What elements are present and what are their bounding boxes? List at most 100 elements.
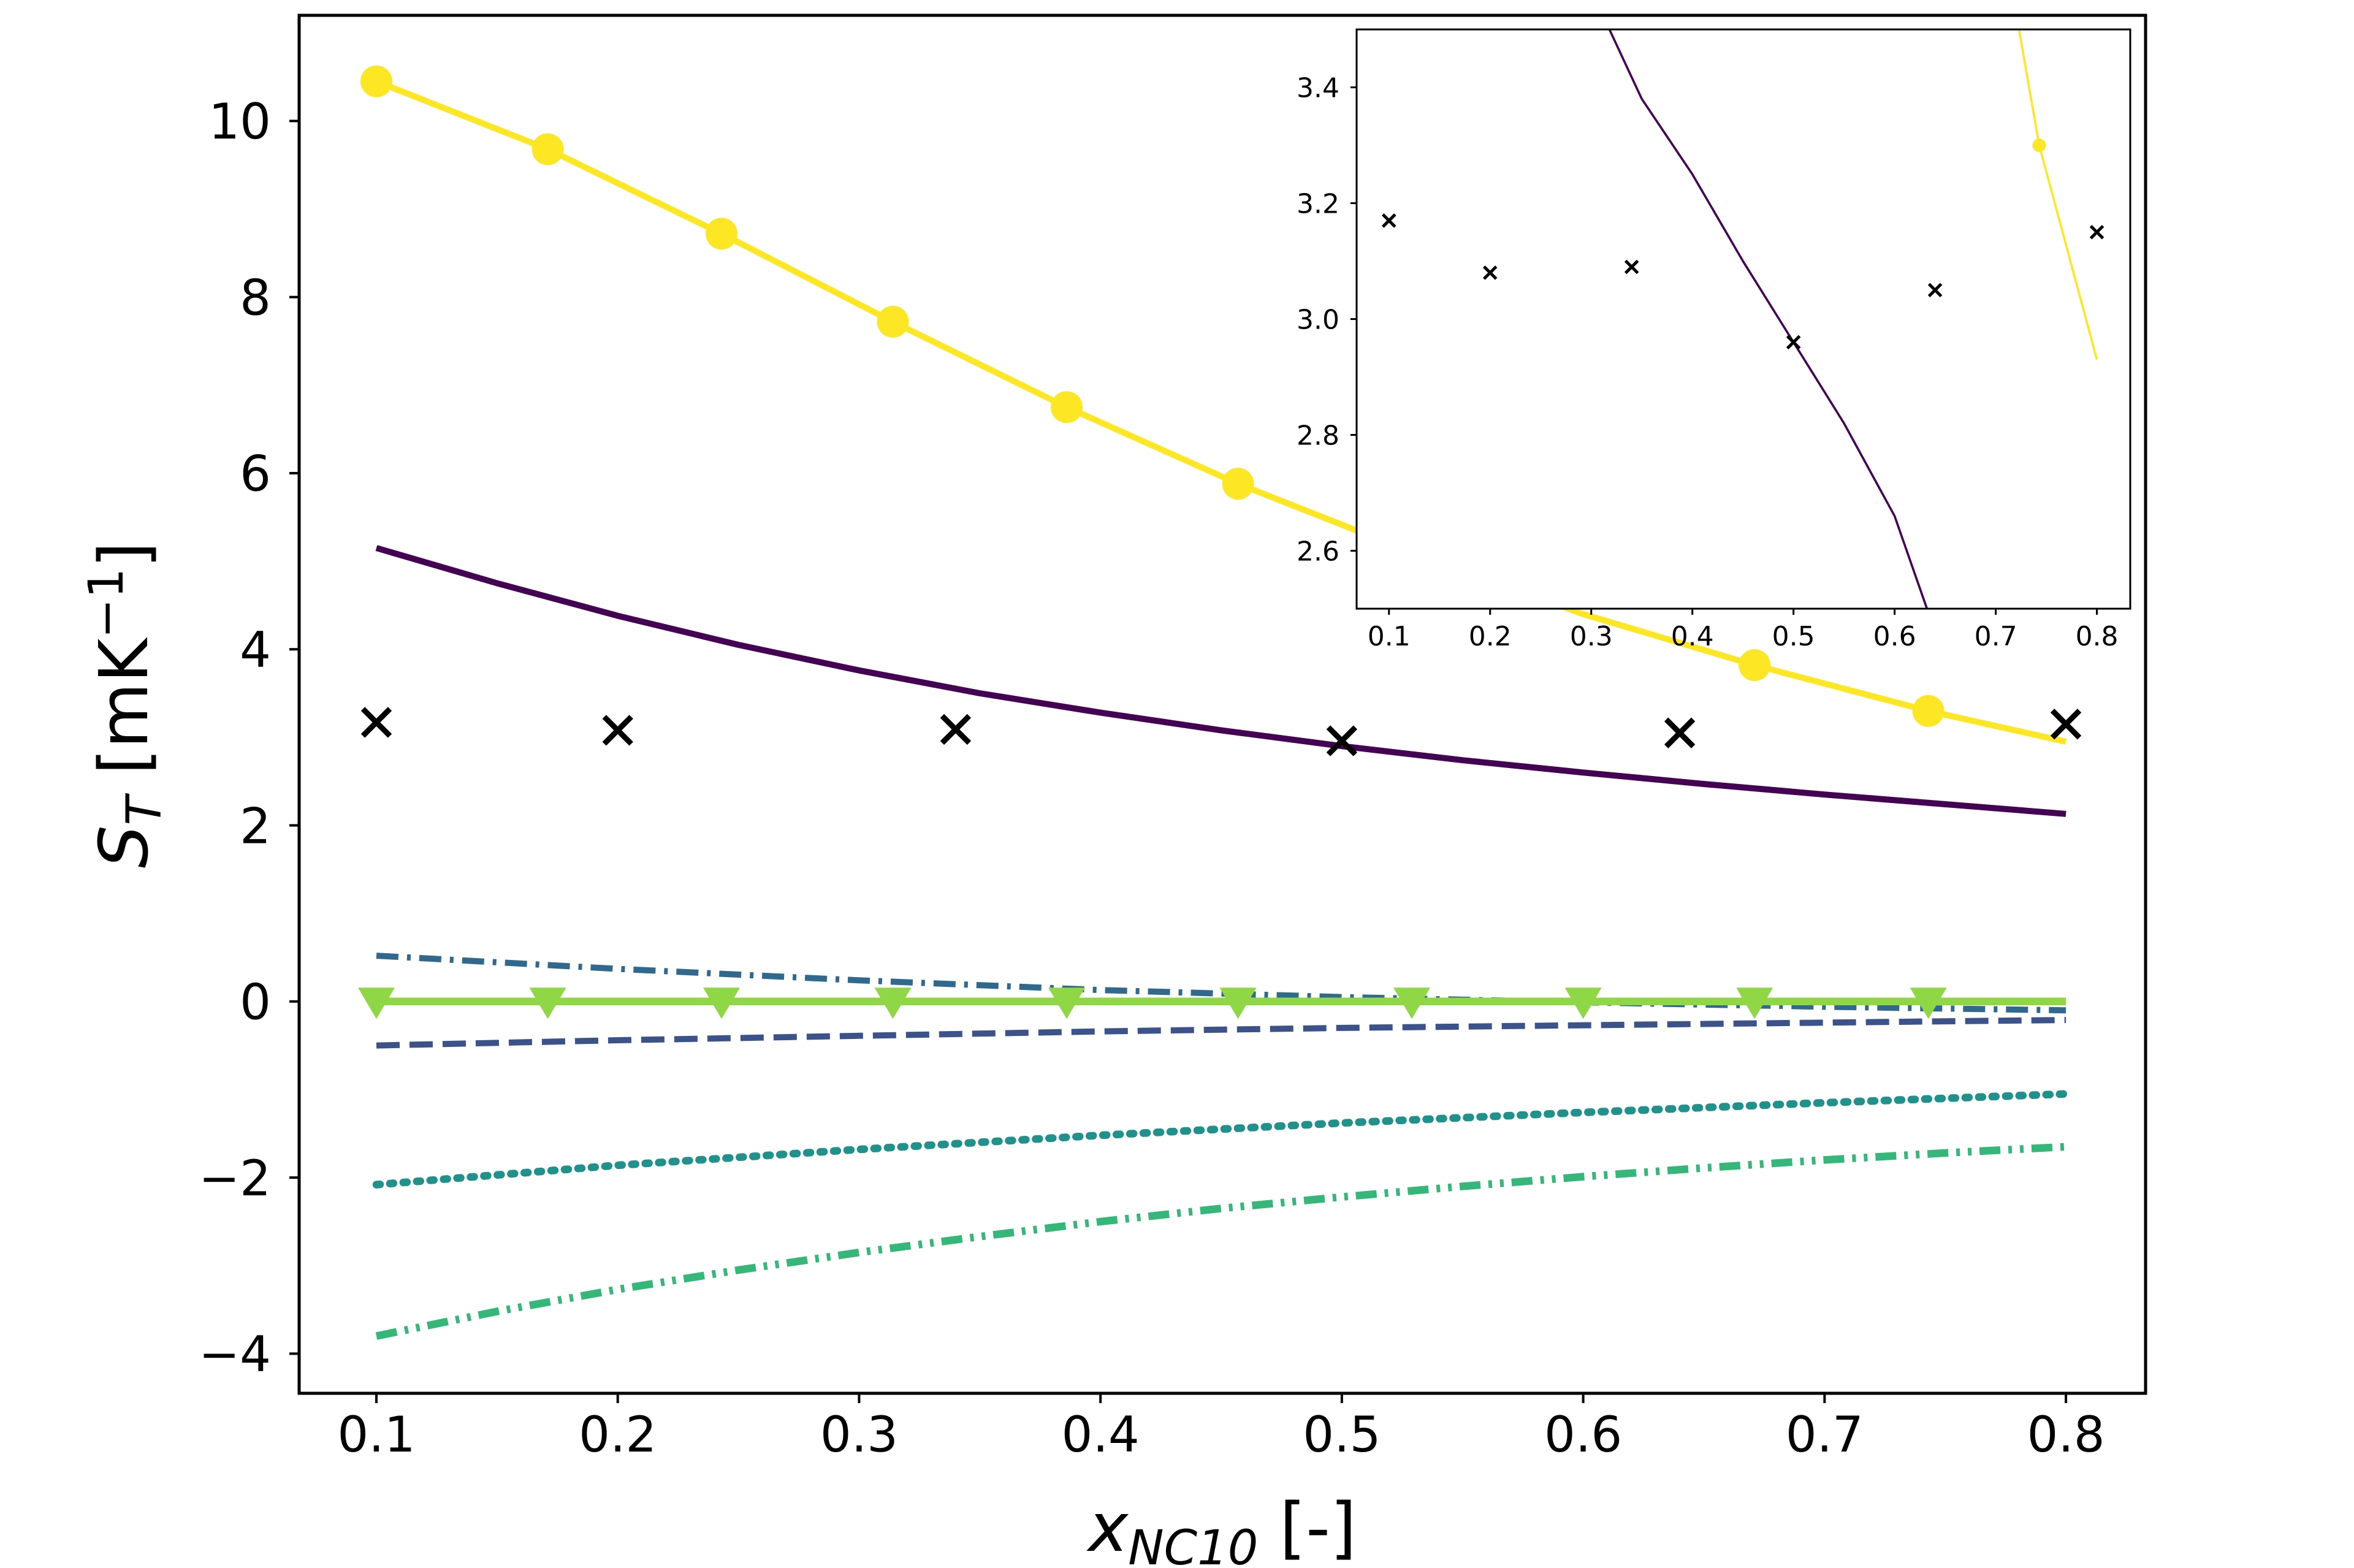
x-axis-label-subscript: NC10	[1128, 1521, 1258, 1568]
x-axis-label-suffix: [-]	[1258, 1488, 1357, 1567]
main-y-axis: −4 −2 0 2 4 6 8 10	[199, 93, 299, 1383]
main-x-tick-label: 0.6	[1544, 1406, 1622, 1463]
main-x-marker-stroke	[602, 715, 633, 746]
main-series-line	[376, 1017, 2066, 1049]
main-y-tick-label: 6	[240, 446, 271, 503]
main-x-axis: 0.1 0.2 0.3 0.4 0.5 0.6 0.7 0.8	[337, 1393, 2105, 1463]
main-circle-marker	[877, 305, 909, 338]
inset-plot-area	[1357, 29, 2130, 609]
inset-x-tick-label: 0.7	[1975, 621, 2017, 652]
main-triangle-marker	[1219, 988, 1257, 1019]
main-x-marker-stroke	[360, 707, 392, 738]
inset-x-marker-stroke	[1482, 265, 1498, 280]
main-triangle-marker	[1048, 988, 1086, 1019]
inset-x-tick-label: 0.6	[1873, 621, 1916, 652]
main-x-marker	[602, 715, 633, 746]
main-x-marker-stroke	[940, 714, 972, 745]
main-x-marker	[940, 714, 972, 745]
inset-y-tick-label: 2.6	[1297, 536, 1339, 567]
main-y-tick-label: −2	[199, 1150, 271, 1207]
main-circle-marker	[1051, 391, 1083, 424]
y-axis-label-unit: [mK	[85, 637, 163, 796]
main-series-line	[375, 1143, 2066, 1340]
inset-x-marker-stroke	[1624, 259, 1639, 275]
main-circle-marker	[1912, 695, 1945, 727]
main-plot-frame	[297, 13, 2147, 1395]
main-series-line	[372, 1090, 2070, 1189]
main-series-1	[375, 545, 2066, 817]
main-triangle-marker	[357, 988, 395, 1019]
main-x-tick-label: 0.3	[820, 1406, 898, 1463]
main-x-tick-label: 0.5	[1303, 1406, 1381, 1463]
x-axis-label-base: x	[1086, 1488, 1129, 1567]
inset-plot: 0.1 0.2 0.3 0.4 0.5 0.6 0.7 0.8 2.6 2.8 3.0 3.2 3.4	[1297, 28, 2131, 652]
y-axis-label-unit-close: ]	[85, 542, 163, 568]
main-y-tick-label: 0	[240, 974, 271, 1031]
inset-y-tick-label: 3.4	[1297, 72, 1339, 104]
main-series-3	[376, 1017, 2066, 1049]
main-y-tick-label: 8	[240, 269, 271, 326]
inset-circle-marker	[2032, 139, 2046, 152]
inset-y-tick-label: 2.8	[1297, 420, 1339, 451]
main-x-tick-label: 0.1	[337, 1406, 415, 1463]
inset-series-1	[2017, 29, 2098, 360]
y-axis-label-subscript: T	[117, 793, 172, 825]
inset-y-tick-label: 3.2	[1297, 188, 1339, 219]
main-circle-marker	[360, 65, 392, 97]
main-series-6	[357, 988, 2066, 1019]
y-axis-label-superscript: −1	[79, 568, 134, 639]
main-circle-marker	[531, 133, 564, 166]
inset-series-0	[1608, 29, 1929, 609]
main-circle-marker	[706, 218, 738, 250]
inset-x-marker	[1382, 213, 1396, 228]
inset-x-marker	[1927, 283, 1943, 298]
main-series-0	[360, 65, 2067, 745]
main-circle-marker	[1222, 468, 1254, 500]
main-series-7	[360, 707, 2082, 756]
main-x-marker	[1664, 717, 1696, 748]
main-triangle-marker	[529, 988, 566, 1019]
inset-series-2	[1382, 213, 2105, 350]
main-x-tick-label: 0.7	[1786, 1406, 1864, 1463]
main-x-marker	[360, 707, 392, 738]
y-axis-label: ST [mK−1]	[79, 542, 172, 869]
main-series-line	[375, 545, 2066, 817]
main-y-tick-label: 4	[240, 622, 271, 679]
main-y-tick-label: −4	[199, 1326, 271, 1383]
inset-x-tick-label: 0.2	[1469, 621, 1512, 652]
main-series-layer	[357, 65, 2082, 1340]
inset-x-marker	[2089, 224, 2105, 240]
inset-series-line	[1608, 29, 1929, 609]
main-y-tick-label: 2	[240, 797, 271, 854]
inset-x-tick-label: 0.8	[2076, 621, 2119, 652]
inset-x-marker	[1786, 335, 1801, 350]
main-triangle-marker	[1393, 988, 1431, 1019]
main-circle-marker	[1739, 649, 1771, 682]
inset-x-marker	[1624, 259, 1639, 275]
main-triangle-marker	[1564, 988, 1602, 1019]
y-axis-label-base: S	[85, 825, 163, 868]
main-x-tick-label: 0.4	[1062, 1406, 1140, 1463]
main-x-tick-label: 0.8	[2027, 1406, 2105, 1463]
main-triangle-marker	[874, 988, 912, 1019]
inset-x-marker-stroke	[1382, 213, 1396, 228]
main-x-marker	[1326, 725, 1358, 756]
inset-x-marker	[1482, 265, 1498, 280]
inset-x-tick-label: 0.5	[1772, 621, 1815, 652]
inset-x-tick-label: 0.1	[1368, 621, 1411, 652]
main-series-5	[375, 1143, 2066, 1340]
x-axis-label: xNC10 [-]	[1086, 1488, 1357, 1568]
inset-y-tick-label: 3.0	[1297, 304, 1339, 335]
inset-series-layer	[1382, 29, 2105, 609]
main-x-marker-stroke	[1326, 725, 1358, 756]
main-x-tick-label: 0.2	[579, 1406, 657, 1463]
inset-x-marker-stroke	[1786, 335, 1801, 350]
main-triangle-marker	[703, 988, 741, 1019]
inset-y-axis: 2.6 2.8 3.0 3.2 3.4	[1297, 72, 1357, 567]
inset-x-marker-stroke	[2089, 224, 2105, 240]
inset-x-axis: 0.1 0.2 0.3 0.4 0.5 0.6 0.7 0.8	[1368, 609, 2119, 652]
main-y-tick-label: 10	[208, 93, 271, 150]
main-x-marker-stroke	[1664, 717, 1696, 748]
inset-x-tick-label: 0.4	[1671, 621, 1714, 652]
